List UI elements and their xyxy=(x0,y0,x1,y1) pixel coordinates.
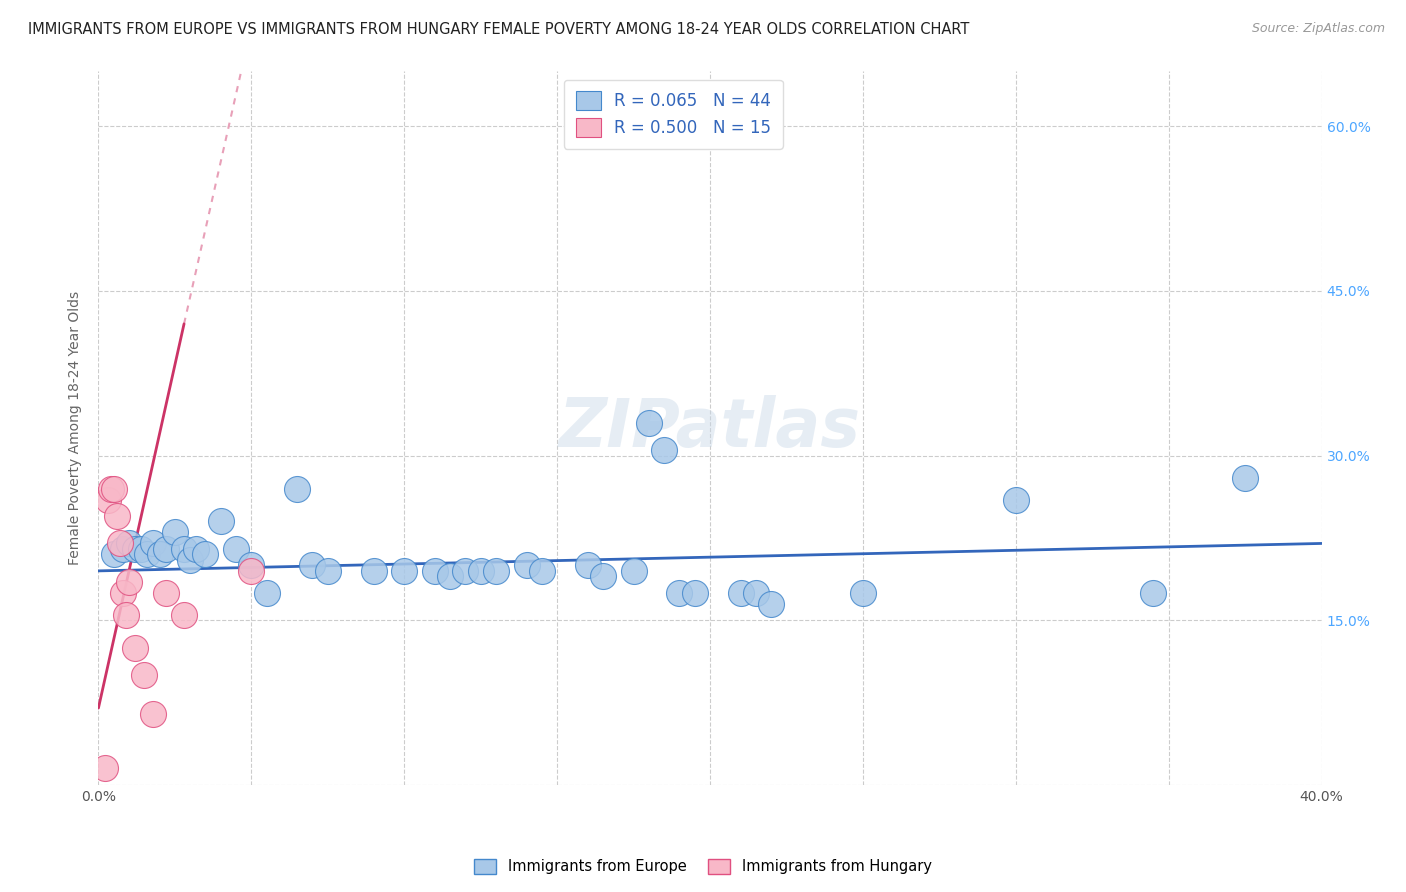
Point xyxy=(142,536,165,550)
Point xyxy=(745,586,768,600)
Point xyxy=(668,586,690,600)
Point xyxy=(134,668,156,682)
Point xyxy=(683,586,706,600)
Point xyxy=(129,541,152,556)
Point xyxy=(124,640,146,655)
Point xyxy=(852,586,875,600)
Text: ZIPatlas: ZIPatlas xyxy=(560,395,860,461)
Point xyxy=(576,558,599,573)
Point xyxy=(173,541,195,556)
Point xyxy=(108,536,131,550)
Point xyxy=(194,548,217,562)
Point xyxy=(637,416,661,430)
Point xyxy=(285,482,308,496)
Point xyxy=(485,564,508,578)
Point xyxy=(730,586,752,600)
Point xyxy=(439,569,461,583)
Point xyxy=(163,525,186,540)
Point xyxy=(530,564,553,578)
Point xyxy=(100,482,122,496)
Point xyxy=(209,515,232,529)
Point xyxy=(115,607,138,622)
Point xyxy=(652,443,675,458)
Point xyxy=(240,564,263,578)
Point xyxy=(363,564,385,578)
Legend: R = 0.065   N = 44, R = 0.500   N = 15: R = 0.065 N = 44, R = 0.500 N = 15 xyxy=(564,79,783,149)
Point xyxy=(155,541,177,556)
Point xyxy=(392,564,416,578)
Point xyxy=(1004,492,1026,507)
Point xyxy=(93,762,115,776)
Point xyxy=(516,558,538,573)
Point xyxy=(136,548,159,562)
Point xyxy=(1234,470,1257,484)
Point xyxy=(256,586,278,600)
Point xyxy=(103,548,125,562)
Y-axis label: Female Poverty Among 18-24 Year Olds: Female Poverty Among 18-24 Year Olds xyxy=(69,291,83,566)
Point xyxy=(118,574,141,589)
Text: IMMIGRANTS FROM EUROPE VS IMMIGRANTS FROM HUNGARY FEMALE POVERTY AMONG 18-24 YEA: IMMIGRANTS FROM EUROPE VS IMMIGRANTS FRO… xyxy=(28,22,970,37)
Point xyxy=(97,492,120,507)
Point xyxy=(149,548,172,562)
Point xyxy=(301,558,323,573)
Point xyxy=(103,482,125,496)
Point xyxy=(240,558,263,573)
Point xyxy=(118,536,141,550)
Point xyxy=(124,541,146,556)
Point xyxy=(186,541,208,556)
Point xyxy=(179,553,201,567)
Point xyxy=(142,706,165,721)
Point xyxy=(155,586,177,600)
Point xyxy=(423,564,446,578)
Point xyxy=(111,541,134,556)
Text: Source: ZipAtlas.com: Source: ZipAtlas.com xyxy=(1251,22,1385,36)
Legend: Immigrants from Europe, Immigrants from Hungary: Immigrants from Europe, Immigrants from … xyxy=(468,853,938,880)
Point xyxy=(173,607,195,622)
Point xyxy=(759,597,782,611)
Point xyxy=(592,569,614,583)
Point xyxy=(470,564,492,578)
Point xyxy=(225,541,247,556)
Point xyxy=(454,564,477,578)
Point xyxy=(111,586,134,600)
Point xyxy=(105,508,128,523)
Point xyxy=(316,564,339,578)
Point xyxy=(1142,586,1164,600)
Point xyxy=(623,564,645,578)
